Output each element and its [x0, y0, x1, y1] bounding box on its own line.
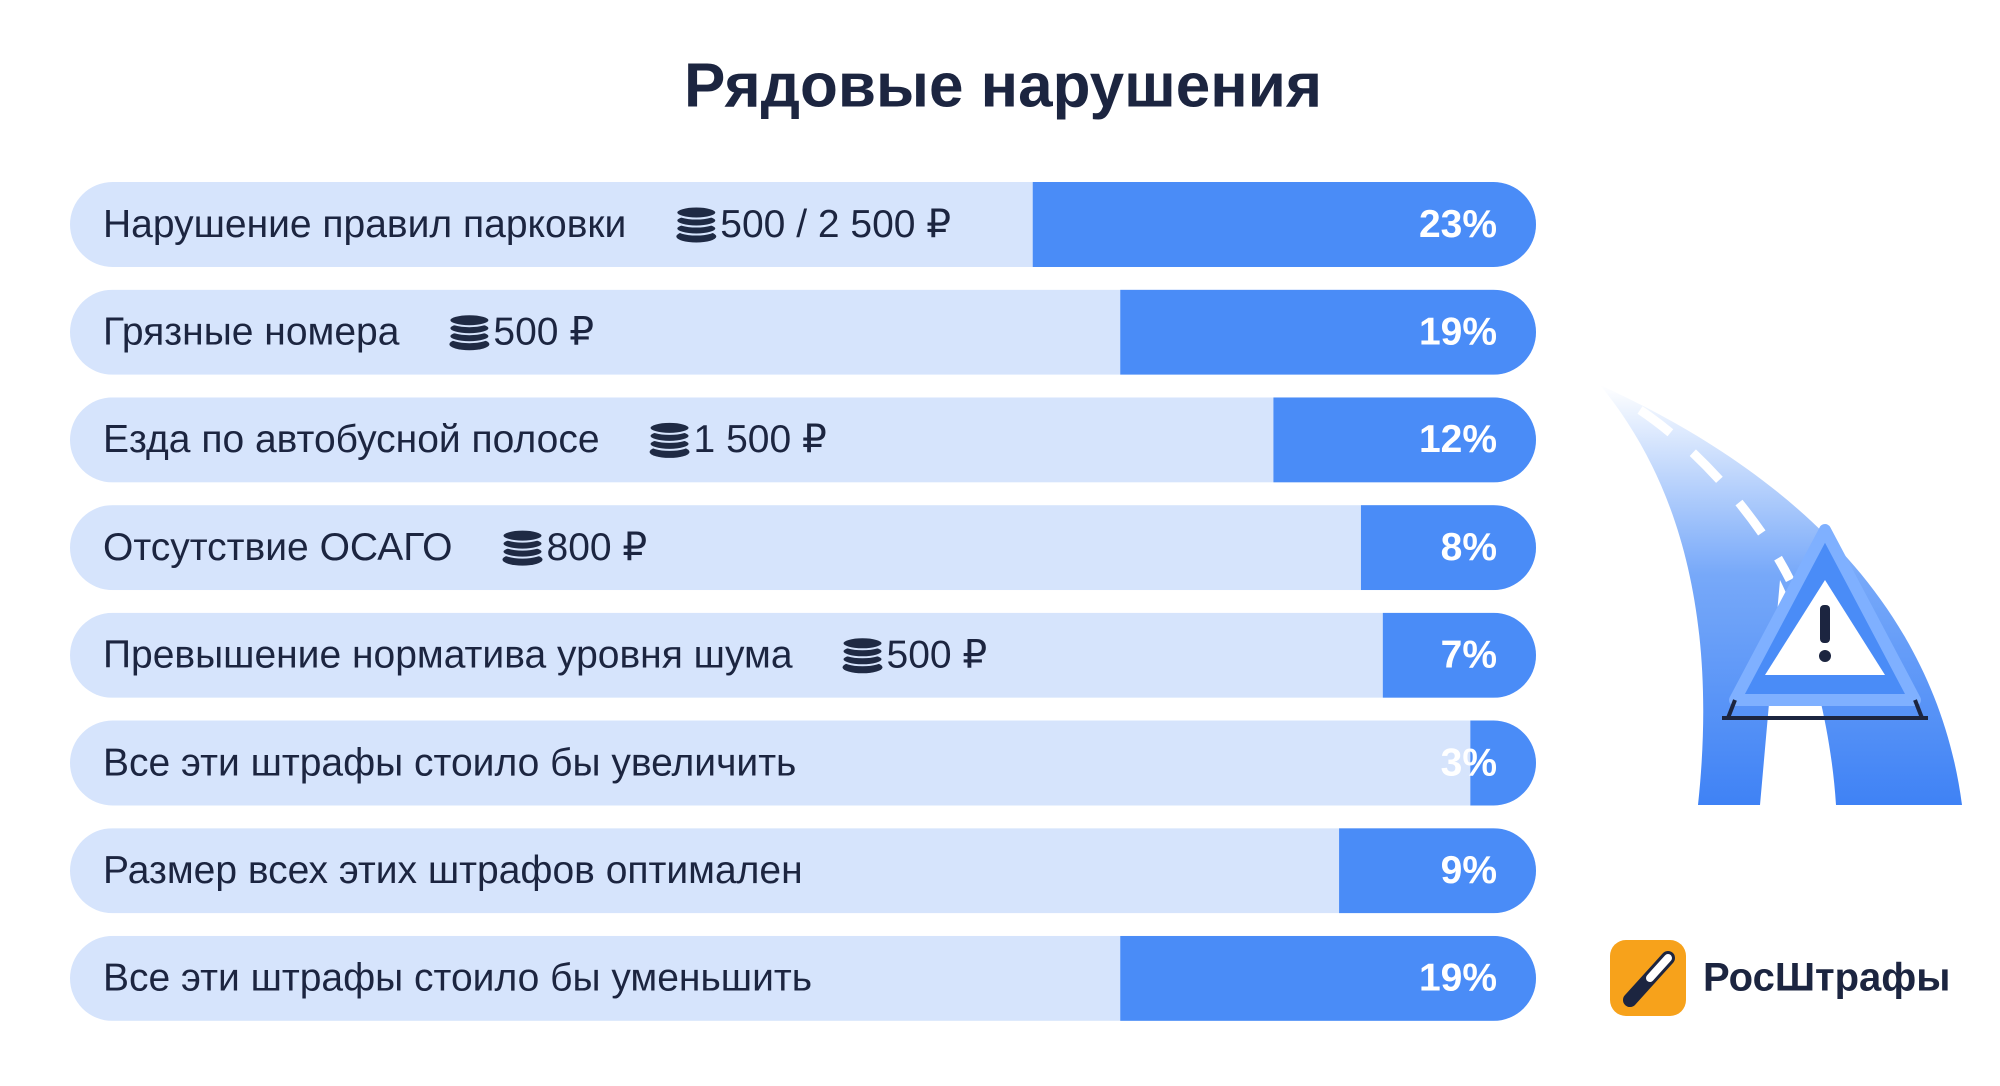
bar [1032, 182, 1536, 267]
bar-row [70, 289, 1536, 375]
value-label: 12% [1419, 418, 1497, 461]
fine-label: 500 / 2 500 ₽ [720, 203, 951, 246]
category-label: Нарушение правил парковки [103, 203, 626, 246]
coin-icon [648, 420, 691, 459]
bar [1470, 720, 1536, 806]
value-label: 7% [1441, 634, 1497, 677]
bar [1360, 505, 1536, 591]
category-label: Превышение норматива уровня шума [103, 634, 793, 677]
value-label: 19% [1419, 957, 1497, 1000]
coin-icon [448, 313, 491, 352]
category-label: Отсутствие ОСАГО [103, 526, 453, 569]
chart-title: Рядовые нарушения [684, 51, 1322, 120]
bar-row [70, 828, 1536, 914]
bar-row [70, 397, 1536, 483]
bar-row [70, 505, 1536, 591]
logo: РосШтрафы [1610, 940, 1950, 1016]
coin-icon [675, 205, 718, 244]
road-illustration [1600, 385, 1962, 805]
bar-row [70, 935, 1536, 1021]
bar-row [70, 182, 1536, 267]
coin-icon [841, 636, 884, 675]
bar-track [70, 612, 1536, 698]
value-label: 8% [1441, 526, 1497, 569]
bar [1273, 397, 1536, 483]
value-label: 3% [1441, 741, 1497, 784]
category-label: Все эти штрафы стоило бы уменьшить [103, 957, 812, 1000]
value-label: 9% [1441, 849, 1497, 892]
category-label: Грязные номера [103, 310, 400, 353]
bar-track [70, 828, 1536, 914]
bar-track [70, 720, 1536, 806]
value-label: 23% [1419, 203, 1497, 246]
fine-label: 500 ₽ [887, 634, 988, 677]
fine-label: 800 ₽ [547, 526, 648, 569]
value-label: 19% [1419, 310, 1497, 353]
bar-track [70, 505, 1536, 591]
bar-row [70, 720, 1536, 806]
bar [1120, 935, 1536, 1021]
fine-label: 1 500 ₽ [694, 418, 827, 461]
bar [1382, 612, 1536, 698]
bar-row [70, 612, 1536, 698]
coin-icon [501, 528, 544, 567]
category-label: Езда по автобусной полосе [103, 418, 600, 461]
fine-label: 500 ₽ [493, 310, 594, 353]
bar [1120, 289, 1536, 375]
brand-name: РосШтрафы [1703, 956, 1950, 1000]
bar [1339, 828, 1536, 914]
category-label: Все эти штрафы стоило бы увеличить [103, 741, 796, 784]
category-label: Размер всех этих штрафов оптимален [103, 849, 803, 892]
